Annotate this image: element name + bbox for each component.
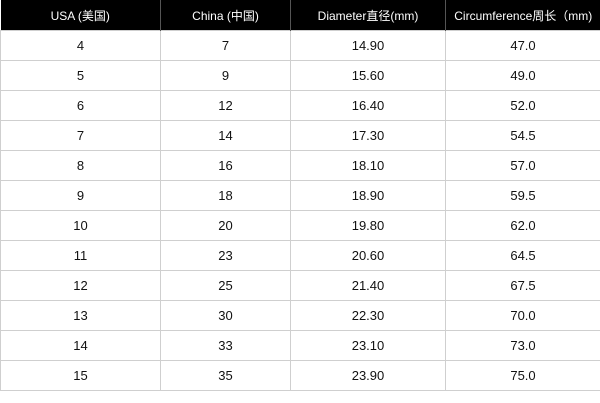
- table-cell: 12: [0, 270, 161, 301]
- table-cell: 57.0: [445, 150, 600, 181]
- table-cell: 20: [160, 210, 291, 241]
- header-cell: China (中国): [160, 0, 291, 31]
- table-cell: 22.30: [290, 300, 446, 331]
- table-cell: 5: [0, 60, 161, 91]
- table-cell: 23.90: [290, 360, 446, 391]
- table-row: 7 14 17.30 54.5: [0, 120, 600, 151]
- table-cell: 62.0: [445, 210, 600, 241]
- table-row: 6 12 16.40 52.0: [0, 90, 600, 121]
- table-cell: 35: [160, 360, 291, 391]
- table-cell: 13: [0, 300, 161, 331]
- table-cell: 10: [0, 210, 161, 241]
- header-row: USA (美国) China (中国) Diameter直径(mm) Circumfe…: [0, 0, 600, 31]
- table-cell: 23: [160, 240, 291, 271]
- table-cell: 70.0: [445, 300, 600, 331]
- table-cell: 47.0: [445, 30, 600, 61]
- table-cell: 18.10: [290, 150, 446, 181]
- table-row: 14 33 23.10 73.0: [0, 330, 600, 361]
- table-cell: 54.5: [445, 120, 600, 151]
- size-table: USA (美国) China (中国) Diameter直径(mm) Circumfe…: [0, 0, 600, 391]
- table-row: 12 25 21.40 67.5: [0, 270, 600, 301]
- table-cell: 9: [160, 60, 291, 91]
- table-cell: 16.40: [290, 90, 446, 121]
- table-cell: 7: [160, 30, 291, 61]
- table-row: 9 18 18.90 59.5: [0, 180, 600, 211]
- table-cell: 20.60: [290, 240, 446, 271]
- table-cell: 18: [160, 180, 291, 211]
- table-cell: 16: [160, 150, 291, 181]
- table-row: 5 9 15.60 49.0: [0, 60, 600, 91]
- table-cell: 14: [0, 330, 161, 361]
- table-row: 15 35 23.90 75.0: [0, 360, 600, 391]
- table-cell: 7: [0, 120, 161, 151]
- table-cell: 30: [160, 300, 291, 331]
- table-cell: 12: [160, 90, 291, 121]
- table-cell: 15.60: [290, 60, 446, 91]
- table-cell: 6: [0, 90, 161, 121]
- table-row: 13 30 22.30 70.0: [0, 300, 600, 331]
- table-row: 11 23 20.60 64.5: [0, 240, 600, 271]
- table-cell: 33: [160, 330, 291, 361]
- table-cell: 14.90: [290, 30, 446, 61]
- table-cell: 17.30: [290, 120, 446, 151]
- table-row: 10 20 19.80 62.0: [0, 210, 600, 241]
- table-cell: 19.80: [290, 210, 446, 241]
- table-cell: 64.5: [445, 240, 600, 271]
- table-body: 4 7 14.90 47.0 5 9 15.60 49.0 6 12 16.40 52.0 7 14 17.…: [0, 30, 600, 391]
- table-cell: 25: [160, 270, 291, 301]
- table-row: 8 16 18.10 57.0: [0, 150, 600, 181]
- header-cell: Circumference周长（mm): [445, 0, 600, 31]
- table-cell: 49.0: [445, 60, 600, 91]
- table-cell: 21.40: [290, 270, 446, 301]
- table-cell: 8: [0, 150, 161, 181]
- table-cell: 75.0: [445, 360, 600, 391]
- table-cell: 23.10: [290, 330, 446, 361]
- header-cell: USA (美国): [0, 0, 161, 31]
- table-cell: 9: [0, 180, 161, 211]
- table-cell: 11: [0, 240, 161, 271]
- table-row: 4 7 14.90 47.0: [0, 30, 600, 61]
- table-cell: 4: [0, 30, 161, 61]
- table-cell: 15: [0, 360, 161, 391]
- table-cell: 52.0: [445, 90, 600, 121]
- table-cell: 14: [160, 120, 291, 151]
- table-cell: 73.0: [445, 330, 600, 361]
- header-cell: Diameter直径(mm): [290, 0, 446, 31]
- table-cell: 18.90: [290, 180, 446, 211]
- table-cell: 59.5: [445, 180, 600, 211]
- table-cell: 67.5: [445, 270, 600, 301]
